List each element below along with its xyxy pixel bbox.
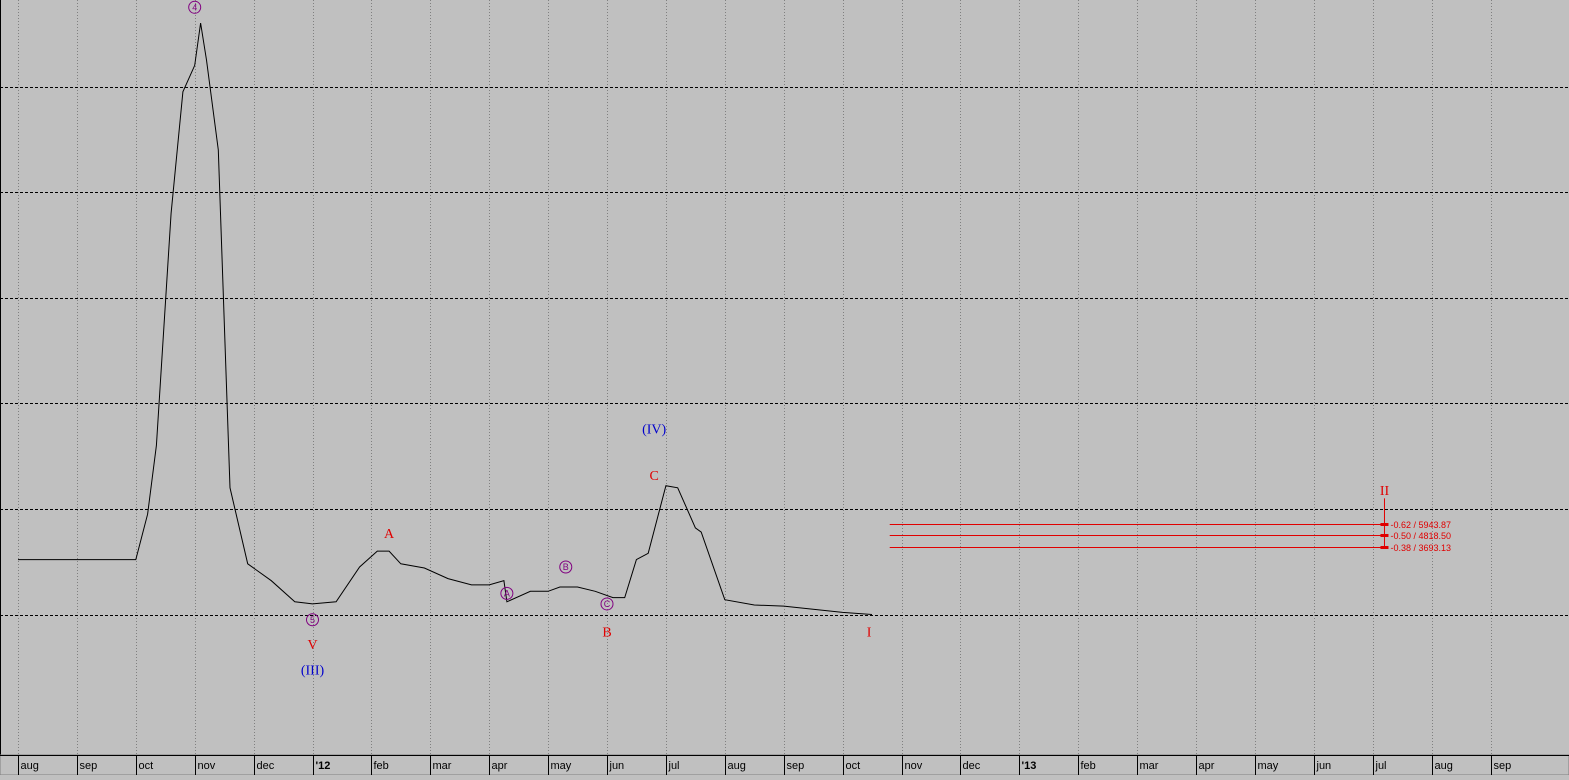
wave-label: 4 [192,2,197,12]
x-tick-label: aug [728,760,746,772]
wave-label: A [504,588,510,598]
x-tick-label: mar [433,760,452,772]
x-tick-label: jun [1316,760,1332,772]
wave-label: (III) [301,663,325,678]
x-tick-label: jul [668,760,680,772]
wave-label-circle [559,560,573,574]
x-tick-label: may [1258,760,1279,772]
x-tick-label: jul [1375,760,1387,772]
x-tick-label: oct [846,760,861,772]
plot-background [0,0,1569,755]
x-tick-label: apr [1199,760,1215,772]
x-tick-label: sep [80,760,98,772]
x-tick-label: feb [374,760,389,772]
wave-label: II [1380,484,1390,499]
fib-level-marker [1380,546,1389,549]
fibonacci-levels: -0.62 / 5943.87-0.50 / 4818.50 -0.38 / 36… [889,498,1451,553]
x-tick-label: '13 [1022,760,1037,772]
x-axis: aug sep oct nov dec '12 feb mar apr may jun jul aug s… [0,754,1569,776]
wave-label: I [867,625,872,640]
x-tick-label: may [551,760,572,772]
x-tick-label: oct [139,760,154,772]
x-tick-label: jun [609,760,625,772]
x-tick-label: mar [1140,760,1159,772]
wave-label: V [307,638,317,653]
wave-label-circle [306,613,319,627]
fib-level-marker [1380,534,1389,537]
wave-label: B [602,625,611,640]
x-tick-label: aug [1435,760,1453,772]
wave-label: (IV) [642,423,666,438]
wave-label-circle [188,0,202,14]
x-tick-label: '12 [316,760,331,772]
fib-level-label: -0.38 / 3693.13 [1390,543,1451,553]
price-series [18,23,873,615]
x-tick-label: nov [198,760,216,772]
wave-label: A [384,527,395,542]
wave-label-circle [500,586,514,600]
horizontal-gridlines [0,87,1569,616]
wave-label: B [563,562,569,572]
fib-level-label: -0.62 / 5943.87 [1390,520,1451,530]
x-tick-label: apr [492,760,508,772]
fib-level-label: -0.50 / 4818.50 [1390,531,1451,541]
wave-label: C [604,599,611,609]
wave-label-circle [600,597,614,611]
wave-label: C [649,469,658,484]
fib-level-marker [1380,523,1389,526]
x-tick-label: aug [21,760,39,772]
x-tick-label: nov [905,760,923,772]
x-tick-label: dec [257,760,275,772]
x-tick-label: sep [1494,760,1512,772]
series-line [18,23,873,615]
x-tick-label: sep [787,760,805,772]
x-tick-label: feb [1081,760,1096,772]
wave-label: 5 [310,615,315,625]
x-tick-label: dec [963,760,981,772]
